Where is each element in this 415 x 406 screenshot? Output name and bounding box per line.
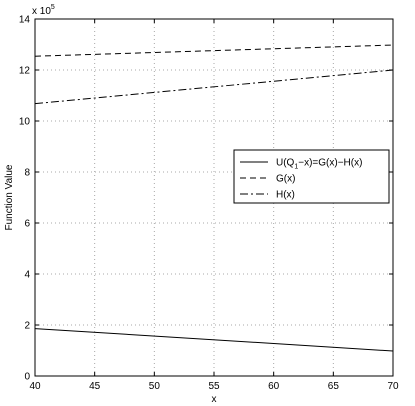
legend: U(Q1−x)=G(x)−H(x) G(x) H(x) bbox=[233, 149, 390, 204]
x-tick-label: 70 bbox=[387, 381, 399, 392]
x-tick-label: 50 bbox=[149, 381, 161, 392]
x-tick-label: 60 bbox=[268, 381, 280, 392]
y-tick-label: 10 bbox=[19, 117, 31, 128]
series-line-h bbox=[34, 69, 394, 105]
y-tick-label: 0 bbox=[24, 372, 30, 383]
legend-label-h: H(x) bbox=[276, 190, 295, 201]
series-line-g bbox=[34, 44, 394, 57]
tick-labels: 40 45 50 55 60 65 70 0 2 4 6 8 10 12 14 bbox=[19, 15, 399, 393]
x-tick-label: 55 bbox=[208, 381, 220, 392]
y-tick-label: 4 bbox=[24, 270, 30, 281]
x-axis-label: x bbox=[212, 394, 217, 405]
y-tick-label: 2 bbox=[24, 321, 30, 332]
y-tick-label: 6 bbox=[24, 219, 30, 230]
y-tick-label: 12 bbox=[19, 66, 31, 77]
legend-label-u: U(Q1−x)=G(x)−H(x) bbox=[276, 158, 362, 171]
legend-label-g: G(x) bbox=[276, 174, 295, 185]
x-tick-label: 65 bbox=[328, 381, 340, 392]
y-tick-label: 8 bbox=[24, 168, 30, 179]
legend-label-u-pre: U(Q bbox=[276, 158, 295, 169]
legend-label-u-post: −x)=G(x)−H(x) bbox=[298, 158, 362, 169]
series-line-u bbox=[34, 328, 394, 352]
y-axis-multiplier: x 105 bbox=[32, 4, 55, 17]
multiplier-base: x 10 bbox=[32, 6, 51, 17]
legend-label-u-sub: 1 bbox=[294, 164, 298, 171]
multiplier-exponent: 5 bbox=[51, 4, 55, 11]
y-axis-label: Function Value bbox=[4, 164, 15, 230]
x-tick-label: 40 bbox=[29, 381, 41, 392]
series-lines bbox=[34, 44, 394, 352]
plot-frame bbox=[34, 18, 394, 377]
y-tick-label: 14 bbox=[19, 15, 31, 26]
x-tick-label: 45 bbox=[89, 381, 101, 392]
